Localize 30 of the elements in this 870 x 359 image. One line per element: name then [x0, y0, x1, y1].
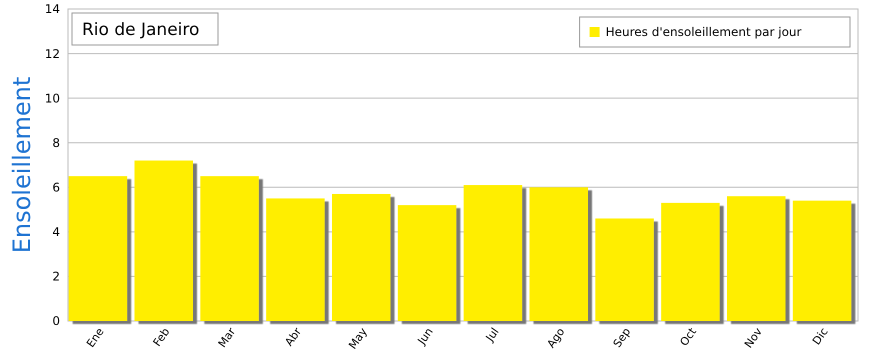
- x-tick-label: Ene: [84, 325, 107, 350]
- bar: [726, 196, 786, 321]
- y-tick-label: 2: [52, 270, 60, 284]
- bar: [398, 205, 456, 321]
- y-tick-label: 12: [44, 46, 60, 61]
- bar: [68, 176, 128, 321]
- x-tick-label: Dic: [810, 325, 831, 348]
- x-tick-label: Sep: [610, 325, 634, 350]
- bar: [200, 176, 259, 321]
- bar: [464, 185, 522, 321]
- y-axis-title: Ensoleillement: [8, 76, 36, 254]
- bar: [529, 187, 588, 321]
- x-tick-label: Oct: [677, 324, 700, 349]
- x-tick-label: Jul: [482, 325, 502, 345]
- bar: [266, 198, 325, 321]
- text: Rio de Janeiro: [82, 20, 200, 40]
- bar: [134, 160, 194, 321]
- x-tick-label: Jun: [414, 325, 436, 348]
- bar: [595, 218, 654, 321]
- x-tick-label: Feb: [150, 325, 172, 349]
- y-tick-label: 6: [52, 180, 60, 194]
- legend-label: Heures d'ensoleillement par jour: [606, 25, 802, 40]
- bar: [661, 202, 720, 321]
- y-tick-label: 4: [52, 225, 60, 240]
- bar: [332, 194, 391, 321]
- y-tick-label: 8: [52, 136, 60, 150]
- y-tick-label: 14: [44, 2, 60, 16]
- y-tick-label: 0: [52, 314, 60, 328]
- y-tick-label: 10: [44, 91, 60, 106]
- bar: [792, 200, 852, 321]
